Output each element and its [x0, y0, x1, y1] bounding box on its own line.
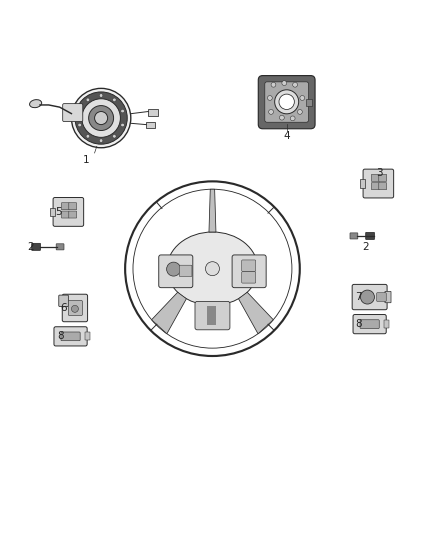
FancyBboxPatch shape — [61, 211, 69, 218]
Circle shape — [88, 106, 113, 131]
Circle shape — [99, 139, 103, 142]
Circle shape — [293, 83, 297, 87]
FancyBboxPatch shape — [63, 103, 83, 122]
Circle shape — [268, 95, 272, 100]
Circle shape — [290, 116, 295, 121]
Circle shape — [279, 115, 284, 120]
FancyBboxPatch shape — [68, 301, 82, 316]
FancyBboxPatch shape — [371, 183, 379, 190]
FancyBboxPatch shape — [69, 211, 77, 218]
Polygon shape — [209, 189, 216, 232]
Circle shape — [275, 90, 299, 114]
Circle shape — [113, 134, 116, 138]
FancyBboxPatch shape — [379, 174, 387, 181]
FancyBboxPatch shape — [363, 169, 394, 198]
Circle shape — [300, 95, 305, 100]
FancyBboxPatch shape — [195, 302, 230, 330]
Circle shape — [279, 94, 294, 109]
Polygon shape — [207, 306, 216, 326]
FancyBboxPatch shape — [61, 332, 80, 341]
Circle shape — [86, 134, 90, 138]
Circle shape — [113, 98, 116, 102]
Polygon shape — [239, 292, 273, 334]
Circle shape — [71, 305, 78, 312]
FancyBboxPatch shape — [232, 255, 266, 288]
Text: 2: 2 — [362, 242, 369, 252]
FancyBboxPatch shape — [53, 198, 84, 227]
FancyBboxPatch shape — [360, 320, 379, 328]
FancyBboxPatch shape — [352, 285, 387, 310]
Circle shape — [75, 92, 127, 144]
Polygon shape — [86, 109, 108, 140]
FancyBboxPatch shape — [54, 327, 87, 346]
FancyBboxPatch shape — [59, 295, 68, 306]
Circle shape — [360, 290, 374, 304]
FancyBboxPatch shape — [265, 82, 308, 122]
FancyBboxPatch shape — [85, 333, 90, 340]
Circle shape — [71, 88, 131, 148]
FancyBboxPatch shape — [360, 179, 365, 188]
Circle shape — [268, 109, 273, 114]
Text: 5: 5 — [56, 207, 62, 217]
Circle shape — [95, 111, 108, 125]
Circle shape — [78, 123, 81, 127]
Text: 1: 1 — [82, 155, 89, 165]
Circle shape — [166, 262, 180, 276]
FancyBboxPatch shape — [377, 293, 386, 302]
Polygon shape — [152, 292, 187, 334]
FancyBboxPatch shape — [50, 207, 55, 216]
FancyBboxPatch shape — [366, 232, 374, 239]
Text: 3: 3 — [376, 168, 383, 177]
FancyBboxPatch shape — [350, 233, 358, 239]
FancyBboxPatch shape — [242, 272, 256, 283]
FancyBboxPatch shape — [371, 174, 379, 181]
FancyBboxPatch shape — [61, 203, 69, 210]
Text: 6: 6 — [60, 303, 67, 313]
FancyBboxPatch shape — [148, 109, 158, 116]
FancyBboxPatch shape — [69, 203, 77, 210]
FancyBboxPatch shape — [56, 244, 64, 250]
Circle shape — [82, 99, 120, 138]
Circle shape — [86, 98, 90, 102]
Circle shape — [282, 80, 287, 85]
Ellipse shape — [167, 232, 258, 305]
Circle shape — [121, 109, 124, 113]
FancyBboxPatch shape — [159, 255, 193, 288]
FancyBboxPatch shape — [146, 122, 155, 128]
Circle shape — [205, 262, 219, 276]
Circle shape — [271, 83, 276, 87]
FancyBboxPatch shape — [353, 314, 386, 334]
FancyBboxPatch shape — [385, 320, 389, 328]
Circle shape — [78, 109, 81, 113]
FancyBboxPatch shape — [306, 99, 312, 106]
FancyBboxPatch shape — [379, 183, 387, 190]
Circle shape — [297, 109, 302, 114]
Ellipse shape — [30, 100, 42, 108]
FancyBboxPatch shape — [258, 76, 315, 129]
Circle shape — [121, 123, 124, 127]
Text: 7: 7 — [355, 292, 362, 302]
FancyBboxPatch shape — [242, 260, 256, 271]
FancyBboxPatch shape — [62, 294, 88, 322]
FancyBboxPatch shape — [179, 265, 192, 277]
Circle shape — [99, 94, 103, 97]
Text: 8: 8 — [58, 332, 64, 341]
Text: 8: 8 — [355, 319, 362, 329]
FancyBboxPatch shape — [32, 244, 40, 251]
Text: 4: 4 — [283, 131, 290, 141]
Text: 2: 2 — [27, 242, 34, 252]
FancyBboxPatch shape — [385, 292, 391, 303]
